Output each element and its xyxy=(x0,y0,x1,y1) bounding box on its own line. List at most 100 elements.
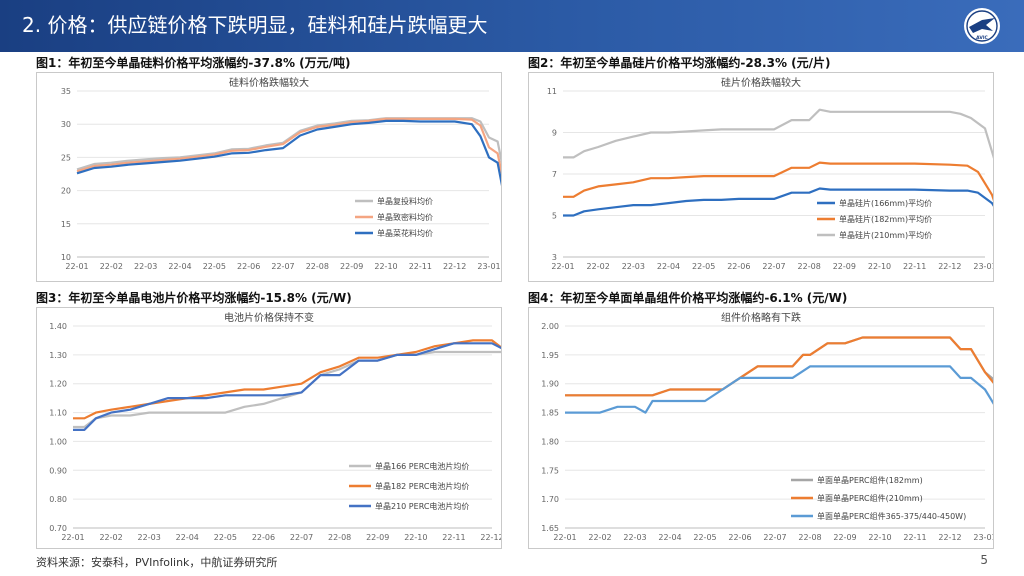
y-tick-label: 2.00 xyxy=(541,322,559,331)
x-tick-label: 22-05 xyxy=(693,533,716,542)
legend-label: 单晶硅片(182mm)平均价 xyxy=(839,214,932,224)
y-tick-label: 5 xyxy=(552,212,557,221)
x-tick-label: 22-03 xyxy=(138,533,161,542)
legend-label: 单晶182 PERC电池片均价 xyxy=(375,481,469,491)
y-tick-label: 15 xyxy=(61,220,71,229)
series-line xyxy=(563,161,993,202)
x-tick-label: 22-07 xyxy=(762,262,785,271)
x-tick-label: 22-03 xyxy=(623,533,646,542)
x-tick-label: 22-04 xyxy=(657,262,680,271)
x-tick-label: 22-06 xyxy=(252,533,275,542)
legend-label: 单面单晶PERC组件(182mm) xyxy=(817,475,923,485)
series-line xyxy=(563,187,993,217)
chart-inner-title: 组件价格略有下跌 xyxy=(721,311,801,324)
chart-2-panel: 硅片价格跌幅较大 3 5 7 9 11 22-01 22-02 22-03 22-04 22-05 2… xyxy=(528,72,994,282)
x-tick-label: 22-08 xyxy=(798,533,821,542)
x-tick-label: 22-01 xyxy=(65,262,88,271)
y-tick-label: 1.75 xyxy=(541,466,559,475)
y-tick-label: 1.20 xyxy=(49,380,67,389)
y-tick-label: 30 xyxy=(61,120,71,129)
y-tick-label: 1.90 xyxy=(541,380,559,389)
figure-3-title: 图3：年初至今单晶电池片价格平均涨幅约-15.8% (元/W) xyxy=(36,291,352,305)
y-tick-label: 35 xyxy=(61,87,71,96)
y-tick-label: 1.80 xyxy=(541,437,559,446)
x-tick-label: 22-12 xyxy=(938,262,961,271)
x-tick-label: 22-07 xyxy=(290,533,313,542)
legend-label: 单晶166 PERC电池片均价 xyxy=(375,461,469,471)
x-tick-label: 22-12 xyxy=(938,533,961,542)
x-tick-label: 22-10 xyxy=(868,262,891,271)
legend-label: 单晶致密料均价 xyxy=(377,212,433,222)
y-tick-label: 3 xyxy=(552,253,557,262)
x-tick-label: 22-04 xyxy=(658,533,681,542)
x-tick-label: 22-01 xyxy=(553,533,576,542)
x-tick-label: 22-05 xyxy=(203,262,226,271)
x-tick-label: 22-09 xyxy=(340,262,363,271)
legend-label: 单晶复投料均价 xyxy=(377,196,433,206)
x-tick-label: 23-01 xyxy=(973,262,993,271)
series-line xyxy=(73,350,501,429)
page-title: 2. 价格：供应链价格下跌明显，硅料和硅片跌幅更大 xyxy=(22,13,488,37)
y-tick-label: 7 xyxy=(552,170,557,179)
y-tick-label: 20 xyxy=(61,187,71,196)
x-tick-label: 22-11 xyxy=(409,262,432,271)
y-tick-label: 1.85 xyxy=(541,409,559,418)
series-line xyxy=(76,119,501,187)
series-line xyxy=(76,117,501,175)
x-tick-label: 22-08 xyxy=(328,533,351,542)
y-tick-label: 0.90 xyxy=(49,466,67,475)
y-tick-label: 1.10 xyxy=(49,409,67,418)
chart-3-panel: 电池片价格保持不变 0.70 0.80 0.90 1.00 1.10 1.20 1.30 1.4… xyxy=(36,307,502,549)
chart-inner-title: 硅片价格跌幅较大 xyxy=(721,76,801,89)
x-tick-label: 22-11 xyxy=(903,533,926,542)
x-tick-label: 22-11 xyxy=(442,533,465,542)
x-tick-label: 22-04 xyxy=(168,262,191,271)
y-tick-label: 1.70 xyxy=(541,495,559,504)
y-tick-label: 1.00 xyxy=(49,437,67,446)
chart-1-panel: 硅料价格跌幅较大 10 15 20 25 30 35 22-01 22-02 22-03 22-04… xyxy=(36,72,502,282)
y-tick-label: 9 xyxy=(552,129,557,138)
x-tick-label: 22-12 xyxy=(443,262,466,271)
chart-4-panel: 组件价格略有下跌 1.65 1.70 1.75 1.80 1.85 1.90 1.95 2.00… xyxy=(528,307,994,549)
x-tick-label: 22-03 xyxy=(622,262,645,271)
y-tick-label: 10 xyxy=(61,253,71,262)
series-line xyxy=(73,342,501,432)
x-tick-label: 22-12 xyxy=(480,533,501,542)
y-tick-label: 1.95 xyxy=(541,351,559,360)
chart-inner-title: 电池片价格保持不变 xyxy=(224,311,314,324)
x-tick-label: 22-10 xyxy=(868,533,891,542)
page-number: 5 xyxy=(980,553,988,567)
x-tick-label: 22-06 xyxy=(727,262,750,271)
y-tick-label: 25 xyxy=(61,153,71,162)
figure-1-title: 图1：年初至今单晶硅料价格平均涨幅约-37.8% (万元/吨) xyxy=(36,56,351,70)
x-tick-label: 22-06 xyxy=(237,262,260,271)
x-tick-label: 22-10 xyxy=(374,262,397,271)
chart-2: 硅片价格跌幅较大 3 5 7 9 11 22-01 22-02 22-03 22-04 22-05 2… xyxy=(547,76,993,271)
legend-label: 单面单晶PERC组件365-375/440-450W) xyxy=(817,511,966,521)
y-tick-label: 1.40 xyxy=(49,322,67,331)
figure-2-title: 图2：年初至今单晶硅片价格平均涨幅约-28.3% (元/片) xyxy=(528,56,831,70)
series-line xyxy=(73,339,501,420)
x-tick-label: 22-09 xyxy=(833,262,856,271)
chart-inner-title: 硅料价格跌幅较大 xyxy=(229,76,309,89)
header-banner: 2. 价格：供应链价格下跌明显，硅料和硅片跌幅更大 AVIC xyxy=(0,0,1024,52)
x-tick-label: 22-08 xyxy=(306,262,329,271)
series-line xyxy=(565,365,993,414)
x-tick-label: 22-09 xyxy=(366,533,389,542)
x-tick-label: 22-02 xyxy=(587,262,610,271)
y-tick-label: 11 xyxy=(547,87,557,96)
x-tick-label: 22-01 xyxy=(61,533,84,542)
x-tick-label: 22-02 xyxy=(99,533,122,542)
y-tick-label: 0.70 xyxy=(49,524,67,533)
x-tick-label: 22-04 xyxy=(176,533,199,542)
x-tick-label: 22-07 xyxy=(271,262,294,271)
legend-label: 单晶硅片(166mm)平均价 xyxy=(839,198,932,208)
series-line xyxy=(76,117,501,171)
x-tick-label: 23-01 xyxy=(477,262,500,271)
svg-text:AVIC: AVIC xyxy=(976,35,988,41)
x-tick-label: 22-10 xyxy=(404,533,427,542)
chart-3: 电池片价格保持不变 0.70 0.80 0.90 1.00 1.10 1.20 1.30 1.4… xyxy=(49,311,501,542)
chart-1: 硅料价格跌幅较大 10 15 20 25 30 35 22-01 22-02 22-03 22-04… xyxy=(61,76,501,271)
figure-4-title: 图4：年初至今单面单晶组件价格平均涨幅约-6.1% (元/W) xyxy=(528,291,848,305)
x-tick-label: 22-08 xyxy=(798,262,821,271)
